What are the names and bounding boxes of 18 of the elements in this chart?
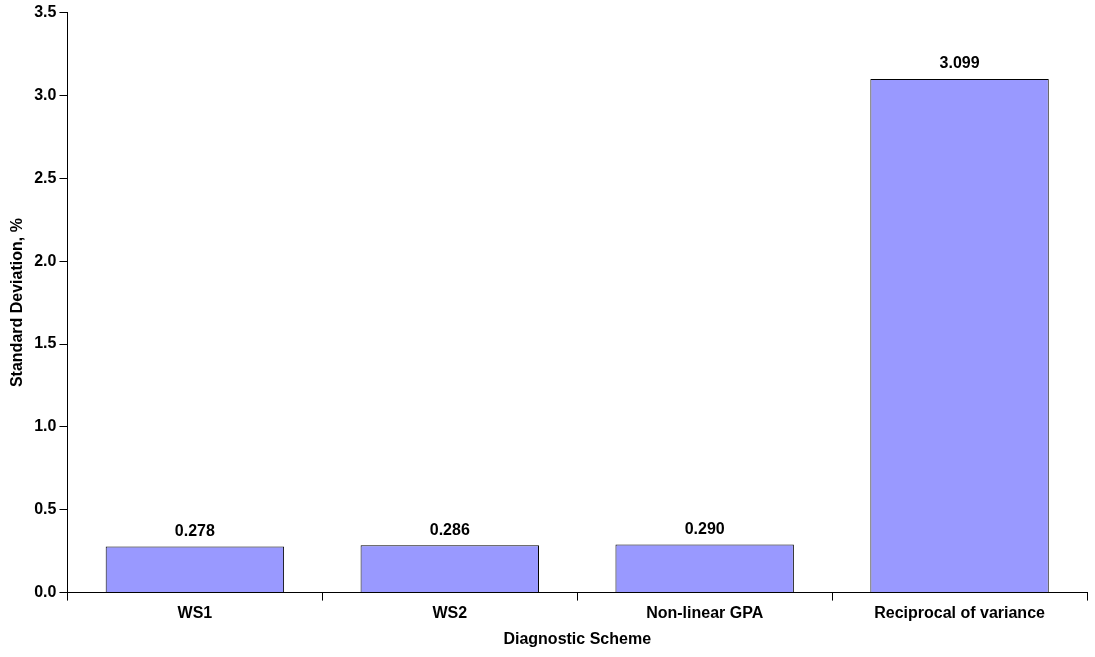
y-tick-label: 0.5 — [34, 500, 57, 518]
y-tick-label: 1.5 — [34, 334, 57, 352]
y-tick-label: 2.5 — [34, 168, 57, 186]
y-tick-label: 0.0 — [34, 583, 57, 601]
y-tick-label: 1.0 — [34, 417, 57, 435]
y-tick-label: 2.0 — [34, 251, 57, 269]
y-axis-title: Standard Deviation, % — [8, 218, 26, 388]
x-axis-title: Diagnostic Scheme — [503, 629, 652, 647]
y-tick-label: 3.0 — [34, 85, 57, 103]
x-tick-label: WS1 — [177, 603, 213, 621]
data-label: 0.290 — [684, 519, 725, 537]
data-label: 0.278 — [174, 521, 215, 539]
x-tick-label: WS2 — [432, 603, 468, 621]
data-label: 0.286 — [429, 520, 470, 538]
data-label: 3.099 — [939, 54, 980, 72]
x-tick-label: Reciprocal of variance — [874, 603, 1046, 621]
x-tick-label: Non-linear GPA — [646, 603, 764, 621]
y-tick-label: 3.5 — [34, 3, 57, 21]
